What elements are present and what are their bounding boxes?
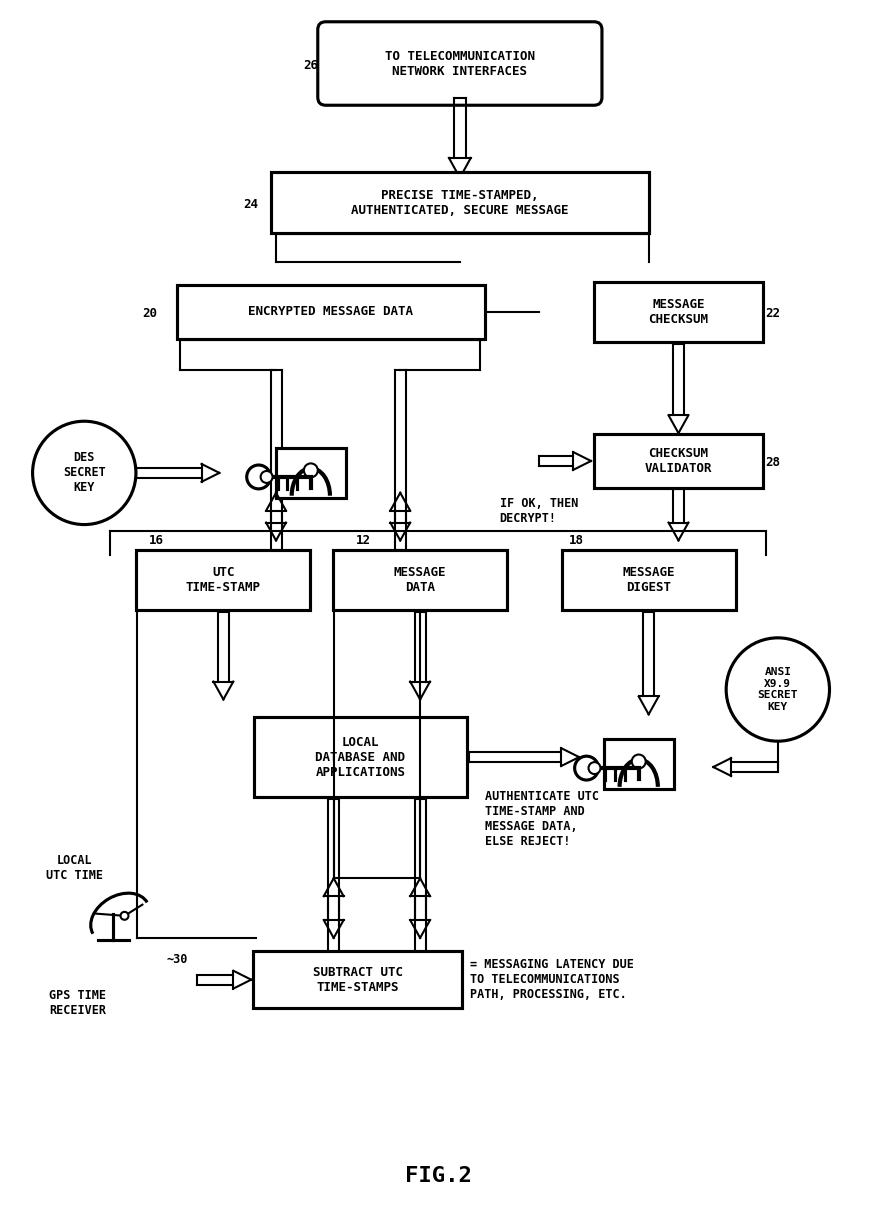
Text: PRECISE TIME-STAMPED,
AUTHENTICATED, SECURE MESSAGE: PRECISE TIME-STAMPED, AUTHENTICATED, SEC… bbox=[351, 189, 568, 217]
Text: 18: 18 bbox=[568, 534, 583, 547]
FancyBboxPatch shape bbox=[317, 22, 602, 106]
Bar bbox=[454, 98, 466, 158]
Bar bbox=[561, 551, 736, 610]
Bar bbox=[196, 974, 233, 984]
Circle shape bbox=[260, 471, 273, 483]
Text: SUBTRACT UTC
TIME-STAMPS: SUBTRACT UTC TIME-STAMPS bbox=[312, 966, 403, 994]
Polygon shape bbox=[233, 971, 251, 989]
Polygon shape bbox=[410, 681, 430, 699]
Polygon shape bbox=[202, 464, 219, 482]
Text: 28: 28 bbox=[766, 456, 781, 470]
Bar bbox=[276, 448, 346, 498]
Text: ANSI
X9.9
SECRET
KEY: ANSI X9.9 SECRET KEY bbox=[758, 667, 798, 712]
Circle shape bbox=[32, 421, 136, 525]
Text: FIG.2: FIG.2 bbox=[404, 1167, 472, 1187]
Polygon shape bbox=[410, 920, 430, 937]
Polygon shape bbox=[638, 697, 659, 714]
Circle shape bbox=[574, 756, 598, 780]
Text: IF OK, THEN
DECRYPT!: IF OK, THEN DECRYPT! bbox=[500, 497, 578, 525]
Polygon shape bbox=[561, 748, 579, 766]
Bar bbox=[539, 456, 574, 466]
Polygon shape bbox=[668, 523, 688, 540]
Bar bbox=[594, 282, 763, 342]
Text: LOCAL
UTC TIME: LOCAL UTC TIME bbox=[46, 854, 103, 882]
Bar bbox=[415, 896, 425, 958]
Bar bbox=[731, 762, 778, 772]
Text: TO TELECOMMUNICATION
NETWORK INTERFACES: TO TELECOMMUNICATION NETWORK INTERFACES bbox=[385, 49, 535, 77]
Bar bbox=[271, 172, 649, 233]
Text: MESSAGE
DIGEST: MESSAGE DIGEST bbox=[623, 566, 675, 594]
Circle shape bbox=[631, 755, 645, 768]
Bar bbox=[136, 467, 202, 477]
Text: 16: 16 bbox=[149, 534, 164, 547]
Polygon shape bbox=[266, 493, 286, 510]
Bar bbox=[469, 752, 561, 762]
Bar bbox=[137, 551, 310, 610]
Bar bbox=[604, 739, 674, 789]
Bar bbox=[594, 433, 763, 488]
Polygon shape bbox=[713, 758, 731, 775]
Text: LOCAL
DATABASE AND
APPLICATIONS: LOCAL DATABASE AND APPLICATIONS bbox=[316, 735, 405, 779]
Bar bbox=[328, 799, 339, 920]
Text: ENCRYPTED MESSAGE DATA: ENCRYPTED MESSAGE DATA bbox=[248, 306, 413, 319]
Text: 26: 26 bbox=[303, 59, 318, 72]
Text: GPS TIME
RECEIVER: GPS TIME RECEIVER bbox=[49, 989, 106, 1016]
Polygon shape bbox=[390, 493, 410, 510]
Bar bbox=[176, 285, 485, 339]
Bar bbox=[271, 510, 282, 551]
Text: MESSAGE
DATA: MESSAGE DATA bbox=[394, 566, 446, 594]
Text: CHECKSUM
VALIDATOR: CHECKSUM VALIDATOR bbox=[645, 447, 712, 475]
Polygon shape bbox=[574, 452, 591, 470]
Bar bbox=[415, 612, 425, 681]
Circle shape bbox=[120, 912, 128, 920]
Polygon shape bbox=[449, 158, 471, 178]
Text: ~30: ~30 bbox=[167, 953, 188, 967]
Text: 24: 24 bbox=[244, 198, 259, 211]
Text: UTC
TIME-STAMP: UTC TIME-STAMP bbox=[186, 566, 260, 594]
Text: MESSAGE
CHECKSUM: MESSAGE CHECKSUM bbox=[648, 298, 709, 326]
Text: 22: 22 bbox=[766, 308, 781, 320]
Text: AUTHENTICATE UTC
TIME-STAMP AND
MESSAGE DATA,
ELSE REJECT!: AUTHENTICATE UTC TIME-STAMP AND MESSAGE … bbox=[485, 790, 599, 848]
Text: DES
SECRET
KEY: DES SECRET KEY bbox=[63, 452, 105, 494]
Bar bbox=[328, 896, 339, 958]
Polygon shape bbox=[213, 681, 233, 699]
Text: 20: 20 bbox=[142, 308, 157, 320]
Polygon shape bbox=[324, 879, 344, 896]
Bar bbox=[333, 551, 507, 610]
Polygon shape bbox=[668, 415, 688, 433]
Bar bbox=[395, 510, 406, 551]
Circle shape bbox=[726, 638, 830, 741]
Polygon shape bbox=[324, 920, 344, 937]
Bar bbox=[271, 369, 282, 523]
Bar bbox=[673, 488, 684, 523]
Circle shape bbox=[246, 465, 271, 488]
Bar bbox=[673, 344, 684, 415]
Circle shape bbox=[303, 464, 317, 477]
Bar bbox=[643, 612, 654, 697]
Circle shape bbox=[588, 762, 601, 774]
Bar bbox=[253, 718, 467, 796]
Polygon shape bbox=[266, 523, 286, 540]
Polygon shape bbox=[410, 879, 430, 896]
Bar bbox=[253, 951, 462, 1009]
Text: = MESSAGING LATENCY DUE
TO TELECOMMUNICATIONS
PATH, PROCESSING, ETC.: = MESSAGING LATENCY DUE TO TELECOMMUNICA… bbox=[470, 958, 634, 1001]
Polygon shape bbox=[390, 523, 410, 540]
Bar bbox=[395, 369, 406, 523]
Bar bbox=[415, 799, 425, 920]
Text: 12: 12 bbox=[356, 534, 371, 547]
Bar bbox=[217, 612, 229, 681]
